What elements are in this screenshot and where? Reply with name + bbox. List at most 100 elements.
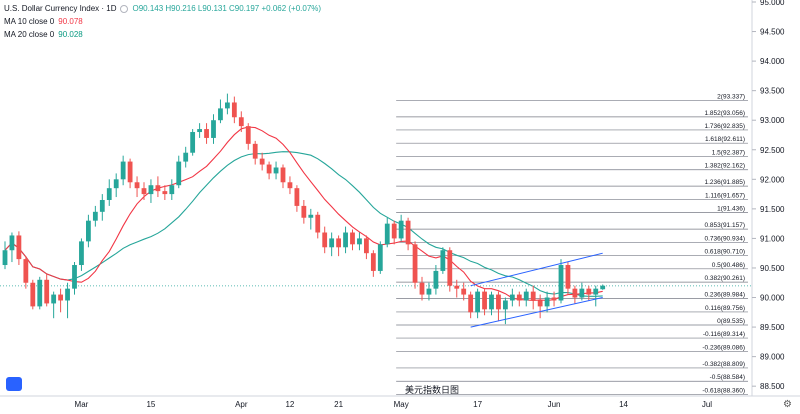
legend-ma10-row[interactable]: MA 10 close 0 90.078 <box>4 15 321 28</box>
fib-level-label: 1.236(91.885) <box>705 179 745 186</box>
candle-body <box>273 167 279 174</box>
fib-level-label: 1.736(92.835) <box>705 123 745 130</box>
channel-lower-line <box>470 297 603 328</box>
candle-body <box>134 182 140 189</box>
candle-body <box>294 188 300 206</box>
candle-body <box>343 232 348 248</box>
price-tick-label: 90.500 <box>760 264 785 273</box>
candle-body <box>183 152 189 162</box>
candle-body <box>496 294 501 310</box>
candle-body <box>315 214 321 233</box>
candle-body <box>419 282 425 295</box>
candle-body <box>509 294 515 301</box>
candle-body <box>79 241 84 266</box>
tradingview-logo-icon[interactable] <box>6 377 22 391</box>
candle-body <box>148 185 154 195</box>
ohlc-values: O90.143 H90.216 L90.131 C90.197 +0.062 (… <box>132 4 322 13</box>
price-tick-label: 92.000 <box>760 175 785 184</box>
candle-body <box>280 167 286 183</box>
fib-level-label: -0.382(88.809) <box>702 361 745 368</box>
price-tick-label: 91.500 <box>760 205 785 214</box>
candle-body <box>225 102 230 109</box>
candle-body <box>238 117 244 127</box>
candle-body <box>329 238 335 248</box>
candle-body <box>51 294 57 304</box>
candle-body <box>475 291 480 313</box>
candle-body <box>391 223 397 239</box>
time-tick-label: Jun <box>548 400 561 409</box>
candle-body <box>2 250 8 266</box>
fib-level-label: 1.618(92.611) <box>705 136 745 143</box>
ma10-line <box>4 126 603 302</box>
candle-body <box>65 288 70 301</box>
legend-ma20-row[interactable]: MA 20 close 0 90.028 <box>4 28 321 41</box>
price-tick-label: 95.000 <box>760 0 785 7</box>
candle-body <box>503 300 508 310</box>
candle-body <box>141 188 147 195</box>
candle-body <box>523 291 529 301</box>
candle-body <box>398 220 404 239</box>
price-tick-label: 91.000 <box>760 234 785 243</box>
candle-body <box>259 158 265 165</box>
candle-body <box>72 265 77 289</box>
candle-body <box>99 200 105 212</box>
time-tick-label: Apr <box>235 400 248 409</box>
time-tick-label: 17 <box>473 400 482 409</box>
candle-body <box>16 235 22 260</box>
ma20-line <box>4 151 603 297</box>
gear-icon[interactable]: ⚙ <box>783 399 792 410</box>
candle-body <box>357 238 362 245</box>
candle-body <box>482 291 487 310</box>
candle-body <box>176 161 182 186</box>
candle-body <box>516 294 522 301</box>
candle-body <box>579 288 585 298</box>
ma10-value: 90.078 <box>58 17 83 26</box>
candle-body <box>537 300 543 307</box>
candle-body <box>440 250 446 271</box>
candle-body <box>468 294 474 313</box>
fib-level-label: 0.236(89.984) <box>705 291 745 298</box>
time-tick-label: 12 <box>285 400 294 409</box>
candle-body <box>169 185 175 195</box>
price-tick-label: 94.000 <box>760 57 785 66</box>
candle-body <box>308 214 314 218</box>
symbol-title: U.S. Dollar Currency Index · 1D <box>4 4 117 13</box>
candle-body <box>426 288 432 295</box>
candle-body <box>287 182 293 189</box>
candle-body <box>350 232 355 245</box>
status-dot-icon <box>120 4 129 13</box>
candle-body <box>252 143 258 159</box>
price-tick-label: 93.000 <box>760 116 785 125</box>
fib-level-label: 0.618(90.710) <box>705 249 745 256</box>
candle-body <box>572 288 578 298</box>
candle-body <box>586 288 592 295</box>
fib-level-label: 1.5(92.387) <box>712 149 745 156</box>
candle-body <box>58 294 63 301</box>
candle-body <box>190 132 196 153</box>
fib-level-label: -0.116(89.314) <box>703 331 745 338</box>
time-tick-label: Jul <box>702 400 712 409</box>
price-tick-label: 90.000 <box>760 294 785 303</box>
chart-watermark: 美元指数日图 <box>405 385 460 395</box>
candle-body <box>454 285 460 289</box>
ma10-label: MA 10 close 0 <box>4 17 55 26</box>
candle-body <box>23 259 29 283</box>
candle-body <box>322 232 328 248</box>
candle-body <box>565 265 571 289</box>
candle-body <box>336 238 341 248</box>
candle-body <box>489 294 494 310</box>
price-tick-label: 94.500 <box>760 28 785 37</box>
candle-body <box>113 179 119 189</box>
candle-body <box>211 120 216 138</box>
candle-body <box>370 253 376 271</box>
ma20-value: 90.028 <box>58 30 83 39</box>
candle-body <box>377 244 383 271</box>
fib-level-label: 1.852(93.056) <box>705 110 745 117</box>
candle-body <box>600 285 606 290</box>
candle-body <box>461 288 467 295</box>
candle-body <box>412 244 418 283</box>
candle-body <box>558 265 564 301</box>
fib-level-label: 2(93.337) <box>717 93 745 100</box>
candle-body <box>384 223 390 245</box>
